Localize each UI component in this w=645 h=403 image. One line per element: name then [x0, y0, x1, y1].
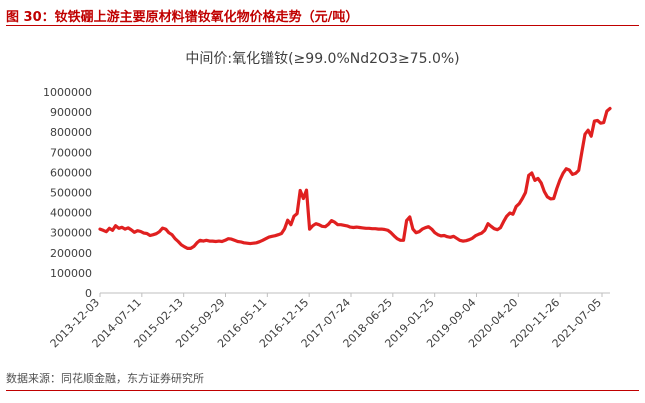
x-axis: 2013-12-032014-07-112015-02-132015-09-29…: [48, 293, 604, 350]
y-tick-label: 700000: [50, 146, 92, 159]
y-tick-label: 500000: [50, 187, 92, 200]
y-axis: 0 100000 200000 300000 400000 500000 600000 700…: [43, 86, 610, 300]
series-line: [98, 106, 612, 250]
y-tick-label: 200000: [50, 247, 92, 260]
figure-title: 图 30：钕铁硼上游主要原材料镨钕氧化物价格走势（元/吨）: [6, 10, 359, 25]
y-tick-label: 900000: [50, 106, 92, 119]
title-divider: [6, 25, 639, 26]
chart-title: 中间价:氧化镨钕(≥99.0%Nd2O3≥75.0%): [185, 51, 460, 67]
y-tick-label: 300000: [50, 227, 92, 240]
y-tick-label: 1000000: [43, 86, 92, 99]
y-tick-label: 100000: [50, 267, 92, 280]
y-tick-label: 600000: [50, 166, 92, 179]
y-tick-label: 0: [85, 287, 92, 300]
y-tick-label: 800000: [50, 126, 92, 139]
y-tick-label: 400000: [50, 207, 92, 220]
bottom-divider: [6, 390, 639, 391]
source-note: 数据来源：同花顺金融，东方证券研究所: [6, 372, 204, 385]
